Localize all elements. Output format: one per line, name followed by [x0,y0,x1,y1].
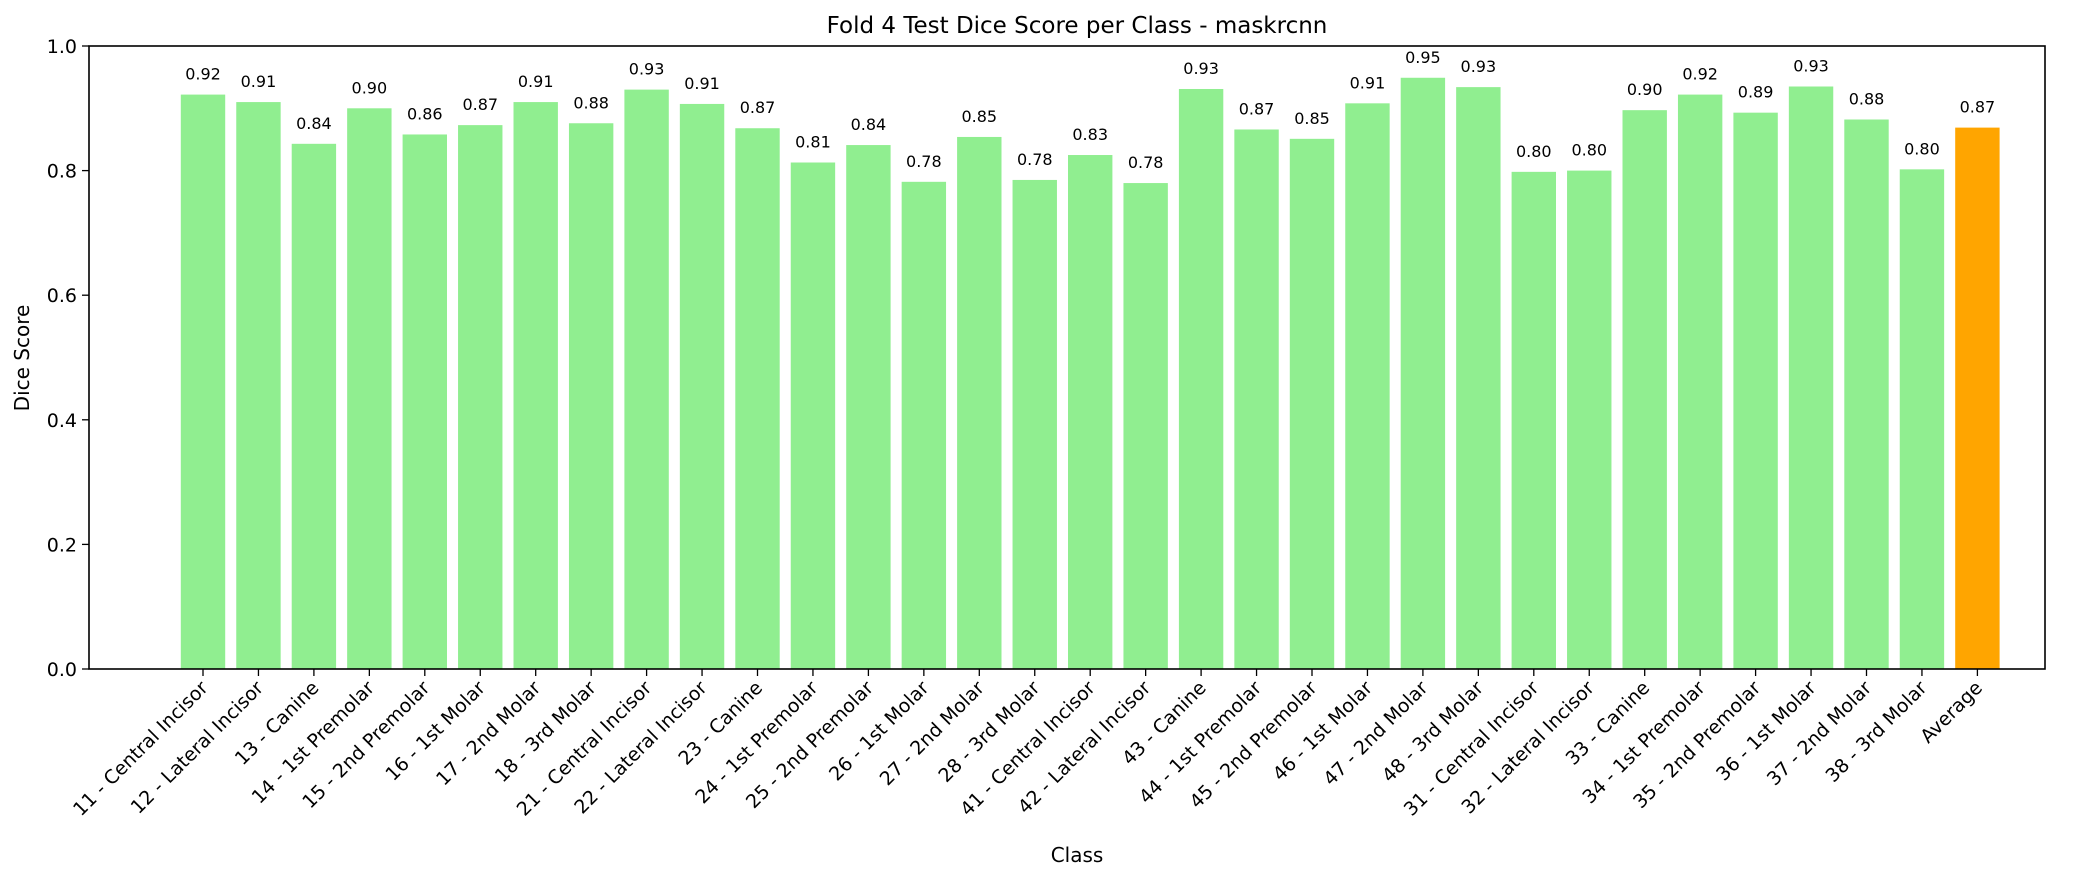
y-axis: 0.0 0.2 0.4 0.6 0.8 1.0 [47,36,89,681]
bar [458,125,503,670]
bar [735,128,780,670]
bar [1289,138,1335,669]
bar-value-label: 0.87 [1239,99,1275,118]
plot-frame [88,45,2046,670]
x-tick-label: Average [1916,677,1987,748]
bar [513,102,558,669]
y-tick-label: 0.2 [47,534,77,556]
bar-value-label: 0.86 [407,104,443,123]
bar-value-label: 0.80 [1571,141,1607,160]
bar-value-label: 0.93 [1793,57,1829,76]
bar [846,145,891,669]
x-tick-label: 26 - 1st Molar [825,677,934,786]
bar-value-label: 0.91 [518,72,554,91]
x-tick-label: 46 - 1st Molar [1269,677,1378,786]
chart-title: Fold 4 Test Dice Score per Class - maskr… [827,13,1328,39]
y-axis-title: Dice Score [10,305,34,412]
bar-value-label: 0.92 [185,65,221,84]
bar-value-label: 0.88 [1849,90,1885,109]
bar [624,89,669,670]
bar-value-label: 0.89 [1738,83,1774,102]
x-axis-title: Class [1051,843,1104,867]
bar [679,103,725,669]
bar-value-label: 0.90 [352,78,388,97]
y-tick-label: 0.8 [47,161,77,183]
bar-average [1955,127,2000,670]
bar [1899,169,1945,669]
bar [790,162,836,669]
bar-value-label: 0.81 [795,133,831,152]
bar-value-label: 0.87 [740,98,776,117]
bar-value-label: 0.87 [462,95,498,114]
bar-value-label: 0.95 [1405,48,1441,67]
bar-value-label: 0.90 [1627,80,1663,99]
bar [1178,88,1224,670]
y-tick-label: 1.0 [47,36,77,58]
bar [347,108,392,670]
bar [901,181,947,669]
bar [1567,170,1612,669]
y-tick-label: 0.0 [47,659,77,681]
bar [1123,183,1168,669]
bar [1511,171,1556,669]
bar [957,136,1002,669]
bar-value-label: 0.87 [1960,98,1996,117]
bar-value-label: 0.93 [629,60,665,79]
bar-value-label: 0.80 [1516,142,1552,161]
y-tick-label: 0.4 [47,410,77,432]
bar [1234,129,1279,670]
bar [1012,179,1057,669]
bar-value-label: 0.91 [1350,73,1386,92]
bar [1456,87,1501,670]
bar-value-label: 0.91 [684,74,720,93]
bar [180,94,226,670]
bar-value-label: 0.91 [241,72,277,91]
value-labels-group: 0.92 0.91 0.84 0.90 0.86 0.87 0.91 0.88 0.93 0.91… [185,48,1995,172]
bar-value-label: 0.84 [851,115,887,134]
bar-value-label: 0.84 [296,114,332,133]
bar-value-label: 0.92 [1682,65,1718,84]
bar [1677,94,1723,670]
bar [291,143,337,669]
bar [568,123,614,669]
bar-value-label: 0.85 [961,107,997,126]
bar [236,102,281,669]
bar [1400,77,1446,669]
bar [1068,155,1113,669]
bar-value-label: 0.78 [1017,150,1053,169]
bar [1733,112,1778,669]
bars-group [180,77,2000,670]
y-tick-label: 0.6 [47,285,77,307]
bar-value-label: 0.93 [1183,59,1219,78]
bar-value-label: 0.88 [573,93,609,112]
bar [402,134,447,670]
bar-value-label: 0.85 [1294,109,1330,128]
bar [1622,110,1667,670]
bar-value-label: 0.78 [906,152,942,171]
bar-value-label: 0.83 [1072,125,1108,144]
bar-value-label: 0.93 [1461,57,1497,76]
bar [1844,119,1889,669]
x-tick-label: 36 - 1st Molar [1712,677,1821,786]
x-tick-label: 16 - 1st Molar [381,677,490,786]
bar [1345,103,1390,669]
bar-value-label: 0.80 [1904,139,1940,158]
bar-value-label: 0.78 [1128,153,1164,172]
bar [1788,86,1834,669]
